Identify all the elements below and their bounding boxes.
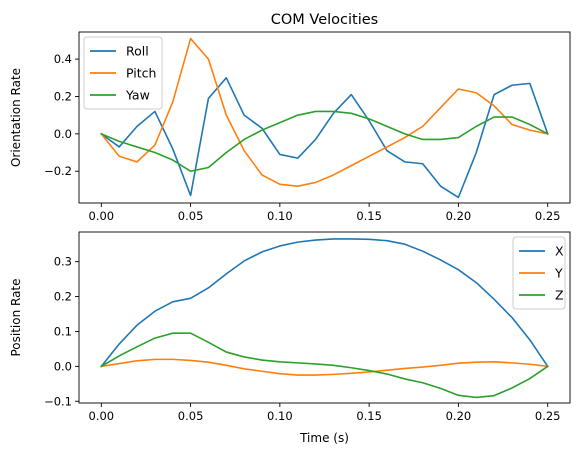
y-tick-label: 0.3 <box>54 255 72 269</box>
series-line-pitch <box>100 37 549 187</box>
legend-label-z: Z <box>555 288 564 303</box>
x-tick-label: 0.20 <box>446 209 472 223</box>
y-tick-label: 0.2 <box>54 290 72 304</box>
y-axis-label: Position Rate <box>9 278 23 356</box>
legend: XYZ <box>512 236 566 310</box>
series-line-x <box>100 238 549 368</box>
y-tick-label: −0.2 <box>44 164 72 178</box>
position-rate-panel: 0.00 0.05 0.10 0.15 0.20 0.25 −0.1 0.0 0.1 0.2 0.3… <box>9 231 571 445</box>
x-tick-label: 0.00 <box>89 409 115 423</box>
x-tick-label: 0.25 <box>535 209 561 223</box>
x-tick-label: 0.15 <box>356 209 382 223</box>
series-line-y <box>100 358 549 376</box>
legend-box <box>83 36 163 110</box>
legend-label-roll: Roll <box>126 44 149 59</box>
x-tick-label: 0.20 <box>446 409 472 423</box>
chart-title: COM Velocities <box>271 12 378 28</box>
x-tick-label: 0.25 <box>535 409 561 423</box>
y-tick-label: 0.2 <box>54 89 72 103</box>
legend-label-yaw: Yaw <box>125 88 150 103</box>
orientation-rate-panel: 0.00 0.05 0.10 0.15 0.20 0.25 −0.2 0.0 0.2 0.4 COM… <box>9 12 571 223</box>
axes-frame <box>78 231 571 404</box>
legend-label-y: Y <box>554 266 563 281</box>
legend: Roll Pitch Yaw <box>83 36 163 110</box>
legend-label-pitch: Pitch <box>126 66 156 81</box>
x-tick-label: 0.10 <box>267 409 293 423</box>
y-tick-label: 0.1 <box>54 324 72 338</box>
series-line-roll <box>100 76 549 199</box>
series-line-yaw <box>100 110 549 173</box>
y-tick-label: 0.0 <box>54 127 72 141</box>
series-line-z <box>100 332 549 399</box>
legend-label-x: X <box>555 244 564 259</box>
x-tick-label: 0.00 <box>89 209 115 223</box>
y-tick-label: 0.0 <box>54 359 72 373</box>
x-axis-label: Time (s) <box>299 431 349 445</box>
x-tick-label: 0.10 <box>267 209 293 223</box>
x-tick-label: 0.15 <box>356 409 382 423</box>
x-tick-label: 0.05 <box>178 209 204 223</box>
y-axis-label: Orientation Rate <box>9 68 23 167</box>
axes-frame <box>78 31 571 204</box>
y-tick-label: −0.1 <box>44 394 72 408</box>
y-tick-label: 0.4 <box>54 52 72 66</box>
x-tick-label: 0.05 <box>178 409 204 423</box>
